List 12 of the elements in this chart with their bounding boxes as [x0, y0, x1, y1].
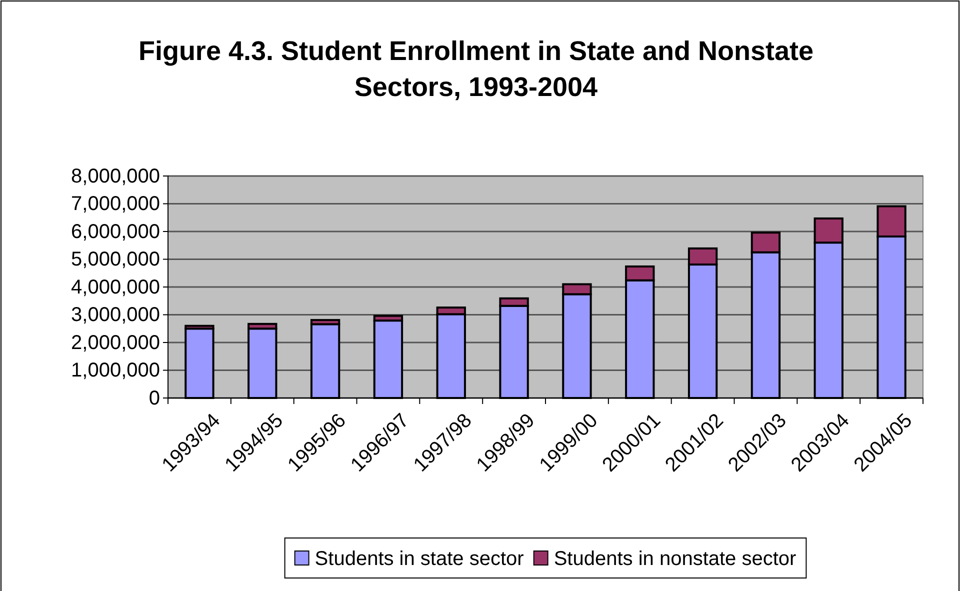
y-tick-label: 1,000,000	[71, 360, 160, 382]
y-tick-label: 5,000,000	[71, 248, 160, 271]
chart-title: Figure 4.3. Student Enrollment in State and Nonstate Sectors, 1993-2004	[138, 36, 814, 102]
legend-label: Students in nonstate sector	[554, 548, 797, 570]
legend-label: Students in state sector	[314, 548, 524, 570]
y-tick-label: 8,000,000	[71, 165, 160, 188]
y-tick-label: 7,000,000	[71, 193, 160, 216]
y-tick-label: 2,000,000	[71, 332, 160, 354]
y-tick-label: 0	[148, 387, 160, 410]
y-tick-label: 3,000,000	[71, 304, 160, 326]
y-tick-label: 6,000,000	[71, 220, 160, 243]
y-tick-label: 4,000,000	[71, 276, 160, 298]
